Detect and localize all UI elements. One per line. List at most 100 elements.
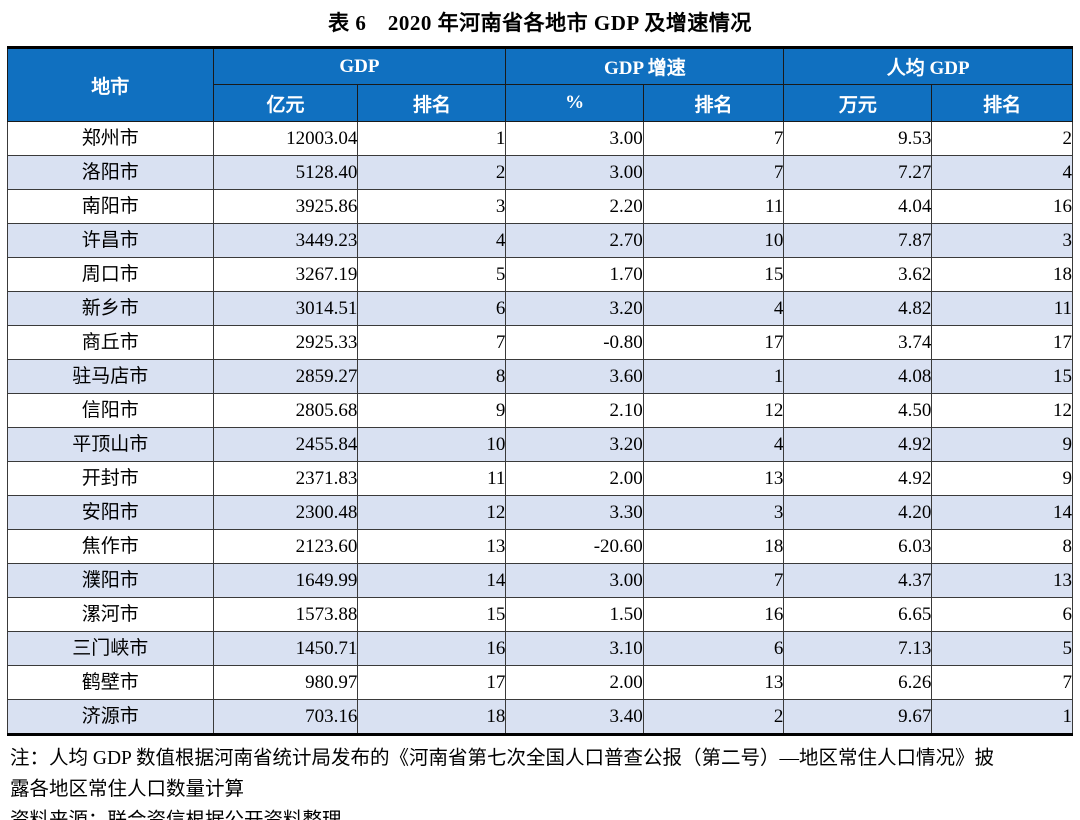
value-cell: 14	[357, 563, 507, 598]
city-cell: 漯河市	[7, 597, 214, 632]
note-line-1: 注：人均 GDP 数值根据河南省统计局发布的《河南省第七次全国人口普查公报（第二…	[10, 748, 995, 769]
value-cell: 7	[357, 325, 507, 360]
value-cell: 7	[642, 121, 785, 156]
value-cell: 13	[642, 461, 785, 496]
header-per-capita-unit: 万元	[783, 84, 933, 122]
value-cell: 2.70	[505, 223, 644, 258]
value-cell: 9.67	[783, 699, 933, 735]
table-row: 驻马店市 2859.27 8 3.60 1 4.08 15	[7, 359, 1073, 394]
value-cell: 2.10	[505, 393, 644, 428]
value-cell: 12	[642, 393, 785, 428]
table-row: 漯河市 1573.88 15 1.50 16 6.65 6	[7, 597, 1073, 632]
value-cell: 3.62	[783, 257, 933, 292]
value-cell: 6.03	[783, 529, 933, 564]
value-cell: 10	[357, 427, 507, 462]
value-cell: 12003.04	[212, 121, 359, 156]
value-cell: 6.26	[783, 665, 933, 700]
table-row: 平顶山市 2455.84 10 3.20 4 4.92 9	[7, 427, 1073, 462]
value-cell: 1649.99	[212, 563, 359, 598]
value-cell: 4	[642, 291, 785, 326]
value-cell: 16	[931, 189, 1073, 224]
header-growth-group: GDP 增速	[505, 47, 785, 85]
header-per-capita-group: 人均 GDP	[783, 47, 1073, 85]
value-cell: 4.82	[783, 291, 933, 326]
value-cell: 15	[357, 597, 507, 632]
value-cell: 6.65	[783, 597, 933, 632]
value-cell: 6	[357, 291, 507, 326]
value-cell: 10	[642, 223, 785, 258]
value-cell: 2.00	[505, 461, 644, 496]
value-cell: 3.30	[505, 495, 644, 530]
table-row: 济源市 703.16 18 3.40 2 9.67 1	[7, 699, 1073, 735]
value-cell: 11	[357, 461, 507, 496]
value-cell: 4	[642, 427, 785, 462]
city-cell: 洛阳市	[7, 155, 214, 190]
value-cell: 3	[642, 495, 785, 530]
value-cell: 3.00	[505, 155, 644, 190]
value-cell: 8	[931, 529, 1073, 564]
value-cell: 3.20	[505, 291, 644, 326]
value-cell: 15	[642, 257, 785, 292]
table-row: 洛阳市 5128.40 2 3.00 7 7.27 4	[7, 155, 1073, 190]
value-cell: 7	[931, 665, 1073, 700]
city-cell: 信阳市	[7, 393, 214, 428]
value-cell: 2455.84	[212, 427, 359, 462]
city-cell: 商丘市	[7, 325, 214, 360]
value-cell: 7.13	[783, 631, 933, 666]
value-cell: 17	[642, 325, 785, 360]
value-cell: 3.74	[783, 325, 933, 360]
value-cell: 3.60	[505, 359, 644, 394]
header-city: 地市	[7, 47, 214, 122]
table-row: 信阳市 2805.68 9 2.10 12 4.50 12	[7, 393, 1073, 428]
value-cell: 2.20	[505, 189, 644, 224]
gdp-table-body: 郑州市 12003.04 1 3.00 7 9.53 2 洛阳市 5128.40 2 3.00 7 7.…	[7, 121, 1073, 735]
value-cell: 1	[357, 121, 507, 156]
value-cell: 1	[931, 699, 1073, 735]
note-line-2: 露各地区常住人口数量计算	[10, 778, 245, 800]
value-cell: 3.40	[505, 699, 644, 735]
value-cell: 2371.83	[212, 461, 359, 496]
value-cell: 6	[642, 631, 785, 666]
city-cell: 南阳市	[7, 189, 214, 224]
value-cell: 13	[357, 529, 507, 564]
value-cell: 17	[931, 325, 1073, 360]
value-cell: 4	[931, 155, 1073, 190]
table-row: 南阳市 3925.86 3 2.20 11 4.04 16	[7, 189, 1073, 224]
value-cell: 2805.68	[212, 393, 359, 428]
table-row: 许昌市 3449.23 4 2.70 10 7.87 3	[7, 223, 1073, 258]
value-cell: 11	[931, 291, 1073, 326]
gdp-table: 地市 GDP GDP 增速 人均 GDP 亿元 排名 % 排名 万元 排名 郑州…	[7, 46, 1073, 736]
header-gdp-group: GDP	[212, 47, 507, 85]
value-cell: 3.20	[505, 427, 644, 462]
value-cell: 13	[642, 665, 785, 700]
value-cell: 1573.88	[212, 597, 359, 632]
table-notes: 注：人均 GDP 数值根据河南省统计局发布的《河南省第七次全国人口普查公报（第二…	[6, 736, 1074, 820]
value-cell: 9	[931, 461, 1073, 496]
value-cell: 4.20	[783, 495, 933, 530]
value-cell: 2.00	[505, 665, 644, 700]
value-cell: 9	[931, 427, 1073, 462]
table-row: 新乡市 3014.51 6 3.20 4 4.82 11	[7, 291, 1073, 326]
value-cell: 703.16	[212, 699, 359, 735]
value-cell: 6	[931, 597, 1073, 632]
value-cell: 3267.19	[212, 257, 359, 292]
value-cell: 7	[642, 563, 785, 598]
value-cell: 2859.27	[212, 359, 359, 394]
city-cell: 许昌市	[7, 223, 214, 258]
value-cell: 4.04	[783, 189, 933, 224]
value-cell: 2123.60	[212, 529, 359, 564]
table-row: 安阳市 2300.48 12 3.30 3 4.20 14	[7, 495, 1073, 530]
value-cell: 2300.48	[212, 495, 359, 530]
value-cell: 4.08	[783, 359, 933, 394]
table-row: 郑州市 12003.04 1 3.00 7 9.53 2	[7, 121, 1073, 156]
table-row: 商丘市 2925.33 7 -0.80 17 3.74 17	[7, 325, 1073, 360]
header-growth-rank: 排名	[642, 84, 785, 122]
city-cell: 濮阳市	[7, 563, 214, 598]
value-cell: 14	[931, 495, 1073, 530]
value-cell: 15	[931, 359, 1073, 394]
value-cell: 12	[357, 495, 507, 530]
table-title: 表 6 2020 年河南省各地市 GDP 及增速情况	[328, 11, 752, 35]
value-cell: 1.70	[505, 257, 644, 292]
header-per-capita-rank: 排名	[931, 84, 1073, 122]
value-cell: 7	[642, 155, 785, 190]
